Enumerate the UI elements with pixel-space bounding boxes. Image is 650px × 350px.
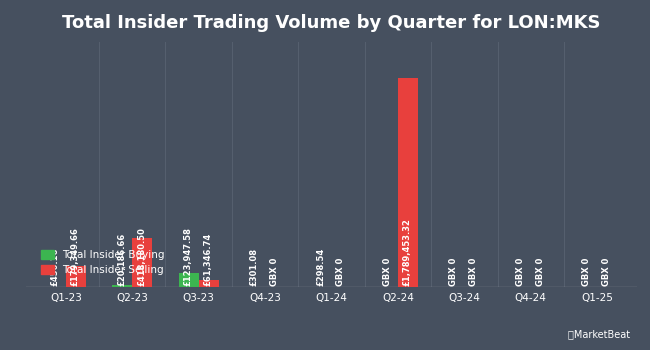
Bar	[112, 285, 132, 287]
Text: GBX 0: GBX 0	[449, 257, 458, 286]
Text: £179,349.66: £179,349.66	[71, 227, 80, 286]
Text: £298.54: £298.54	[317, 247, 326, 286]
Bar	[179, 273, 199, 287]
Text: £20,186.66: £20,186.66	[117, 232, 126, 286]
Text: GBX 0: GBX 0	[582, 257, 591, 286]
Bar	[398, 78, 418, 287]
Text: £301.08: £301.08	[250, 247, 259, 286]
Bar	[132, 238, 152, 287]
Text: GBX 0: GBX 0	[515, 257, 525, 286]
Text: £61,346.74: £61,346.74	[203, 232, 213, 286]
Text: GBX 0: GBX 0	[536, 257, 545, 286]
Text: GBX 0: GBX 0	[270, 257, 279, 286]
Text: £418,180.50: £418,180.50	[137, 227, 146, 286]
Text: GBX 0: GBX 0	[336, 257, 345, 286]
Text: £450.16: £450.16	[51, 247, 60, 286]
Title: Total Insider Trading Volume by Quarter for LON:MKS: Total Insider Trading Volume by Quarter …	[62, 14, 601, 32]
Text: GBX 0: GBX 0	[383, 257, 392, 286]
Text: GBX 0: GBX 0	[602, 257, 611, 286]
Text: £1,789,453.32: £1,789,453.32	[403, 218, 411, 286]
Bar	[66, 266, 86, 287]
Bar	[199, 280, 218, 287]
Legend: Total Insider Buying, Total Insider Selling: Total Insider Buying, Total Insider Sell…	[37, 246, 169, 279]
Text: ⼏​MarketBeat: ⼏​MarketBeat	[568, 329, 630, 340]
Text: £123,947.58: £123,947.58	[183, 227, 192, 286]
Text: GBX 0: GBX 0	[469, 257, 478, 286]
